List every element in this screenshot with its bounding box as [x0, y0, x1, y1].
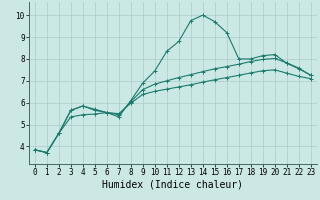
X-axis label: Humidex (Indice chaleur): Humidex (Indice chaleur) — [102, 180, 243, 190]
